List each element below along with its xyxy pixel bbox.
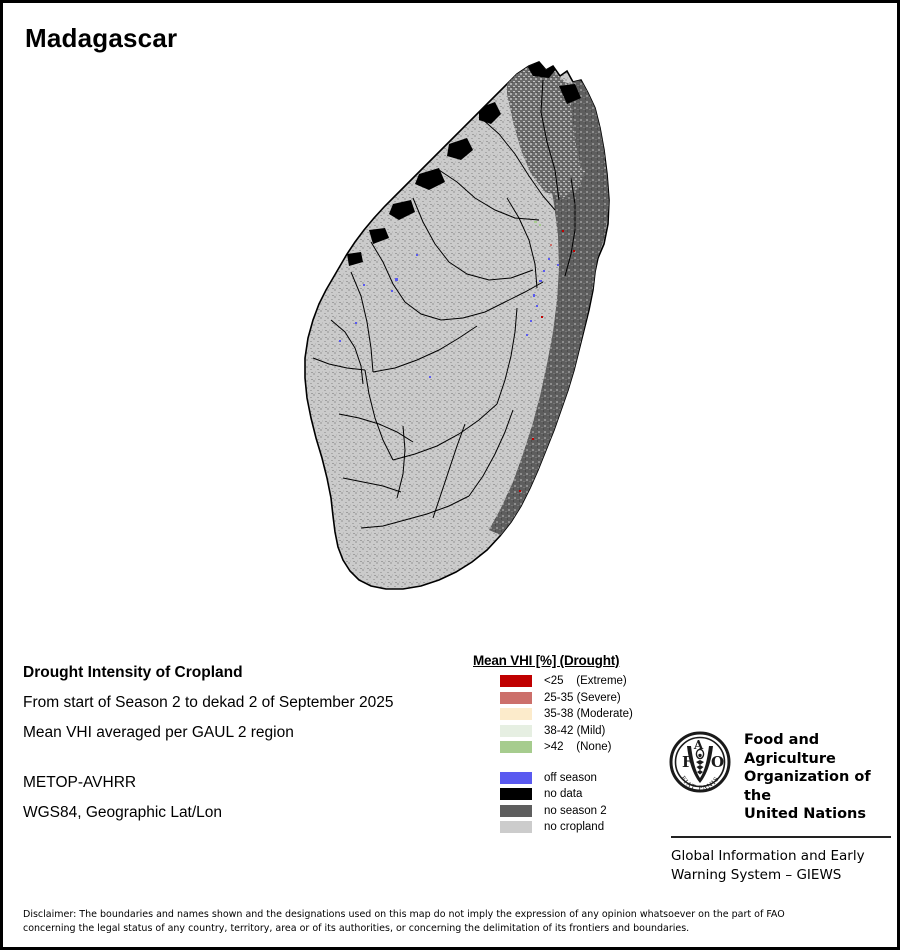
- legend-item-no-data[interactable]: no data: [473, 786, 673, 803]
- fao-org-line2: Organization of the: [744, 769, 871, 804]
- legend-label-severe: 25-35 (Severe): [544, 691, 621, 704]
- svg-text:A: A: [693, 738, 704, 752]
- fao-organization-name: Food and Agriculture Organization of the…: [744, 731, 894, 824]
- legend-item-no-cropland[interactable]: no cropland: [473, 819, 673, 836]
- legend-swatch-severe: [500, 691, 532, 704]
- legend-label-mild: 38-42 (Mild): [544, 724, 606, 737]
- legend-label-no-season-2: no season 2: [544, 804, 607, 817]
- info-heading: Drought Intensity of Cropland: [23, 664, 243, 681]
- map-admin-boundaries: [312, 79, 576, 529]
- fao-divider: [671, 835, 891, 838]
- svg-text:FIAT PANIS: FIAT PANIS: [679, 775, 721, 792]
- legend-title: Mean VHI [%] (Drought): [473, 653, 620, 668]
- legend-swatch-off-season: [500, 771, 532, 784]
- legend-swatch-no-data: [500, 788, 532, 801]
- info-spacer: [23, 748, 473, 768]
- disclaimer-line1: Disclaimer: The boundaries and names sho…: [23, 909, 785, 920]
- legend-label-off-season: off season: [544, 771, 597, 784]
- legend-label-moderate: 35-38 (Moderate): [544, 708, 633, 721]
- legend-item-extreme[interactable]: <25 (Extreme): [473, 673, 673, 690]
- legend-swatch-extreme: [500, 675, 532, 688]
- info-projection: WGS84, Geographic Lat/Lon: [23, 804, 223, 821]
- legend-spacer: [473, 756, 673, 770]
- map-info-block: Drought Intensity of Cropland From start…: [23, 658, 473, 828]
- disclaimer-line2: concerning the legal status of any count…: [23, 923, 690, 934]
- fao-org-line3: United Nations: [744, 806, 866, 822]
- legend-item-off-season[interactable]: off season: [473, 770, 673, 787]
- page-title: Madagascar: [25, 23, 178, 53]
- fao-branding: F A O FIAT PANIS Food and Agriculture Or…: [669, 731, 894, 885]
- legend-item-mild[interactable]: 38-42 (Mild): [473, 723, 673, 740]
- legend-label-no-data: no data: [544, 788, 583, 801]
- legend-swatch-no-cropland: [500, 821, 532, 834]
- disclaimer: Disclaimer: The boundaries and names sho…: [23, 908, 883, 936]
- legend-swatch-moderate: [500, 708, 532, 721]
- svg-text:O: O: [711, 753, 724, 771]
- map-legend: Mean VHI [%] (Drought) <25 (Extreme) 25-…: [473, 653, 673, 836]
- map-crop-pixels: [339, 221, 575, 492]
- giews-line1: Global Information and Early: [671, 847, 865, 864]
- fao-org-line1: Food and Agriculture: [744, 732, 836, 767]
- info-sensor: METOP-AVHRR: [23, 774, 137, 791]
- fao-logo-icon: F A O FIAT PANIS: [669, 731, 731, 798]
- legend-item-severe[interactable]: 25-35 (Severe): [473, 690, 673, 707]
- legend-item-no-season-2[interactable]: no season 2: [473, 803, 673, 820]
- legend-swatch-none: [500, 741, 532, 754]
- info-aggregation: Mean VHI averaged per GAUL 2 region: [23, 724, 294, 741]
- legend-label-none: >42 (None): [544, 741, 612, 754]
- legend-item-moderate[interactable]: 35-38 (Moderate): [473, 706, 673, 723]
- info-period: From start of Season 2 to dekad 2 of Sep…: [23, 694, 394, 711]
- legend-label-no-cropland: no cropland: [544, 821, 605, 834]
- map-figure[interactable]: [243, 58, 673, 628]
- giews-line2: Warning System – GIEWS: [671, 866, 842, 883]
- giews-programme-name: Global Information and Early Warning Sys…: [671, 847, 894, 885]
- svg-text:F: F: [682, 753, 693, 771]
- legend-label-extreme: <25 (Extreme): [544, 675, 627, 688]
- legend-swatch-no-season-2: [500, 804, 532, 817]
- legend-item-none[interactable]: >42 (None): [473, 739, 673, 756]
- map-region-no-data: [347, 62, 581, 266]
- legend-swatch-mild: [500, 724, 532, 737]
